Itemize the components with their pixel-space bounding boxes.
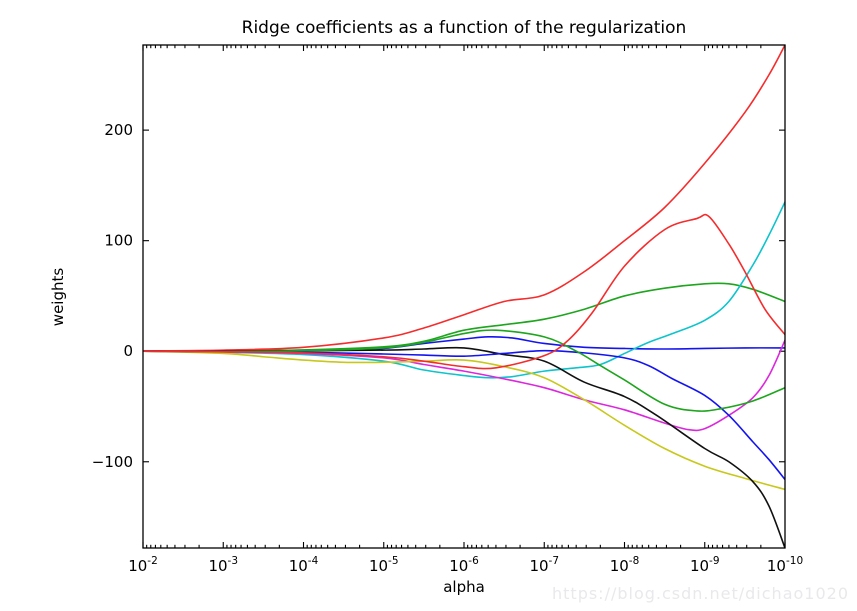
axes-layer: 10-2 10-3 10-4 10-5 10-6 10-7 10-8 10-9 10-10 −10… xyxy=(92,45,803,575)
chart-title: Ridge coefficients as a function of the … xyxy=(242,18,687,38)
plot-frame-layer xyxy=(142,44,786,549)
series-line-coef_6_black xyxy=(143,346,785,548)
x-tick-label: 10-10 xyxy=(767,555,803,575)
y-tick-label: 100 xyxy=(104,232,133,250)
y-tick-label: 0 xyxy=(123,342,133,360)
x-tick-label: 10-7 xyxy=(529,555,559,575)
series-line-coef_2_red xyxy=(143,45,785,352)
x-tick-label: 10-2 xyxy=(128,555,158,575)
x-tick-label: 10-6 xyxy=(449,555,479,575)
series-line-coef_5_yellow xyxy=(143,350,785,491)
series-line-coef_9_red xyxy=(143,213,785,370)
y-axis-label: weights xyxy=(49,268,67,327)
series-line-coef_7_blue xyxy=(143,349,785,481)
series-line-coef_3_cyan xyxy=(143,201,785,379)
plot-frame xyxy=(142,44,786,549)
x-tick-label: 10-5 xyxy=(369,555,399,575)
x-tick-label: 10-4 xyxy=(289,555,319,575)
series-line-coef_1_green xyxy=(143,282,785,353)
series-line-coef_8_green xyxy=(143,329,785,412)
x-axis-label: alpha xyxy=(443,578,485,596)
x-tick-label: 10-8 xyxy=(610,555,640,575)
y-tick-label: 200 xyxy=(104,121,133,139)
x-tick-label: 10-3 xyxy=(208,555,238,575)
y-tick-label: −100 xyxy=(92,453,133,471)
series-layer xyxy=(143,45,785,548)
watermark: https://blog.csdn.net/dichao1020 xyxy=(552,584,849,603)
x-tick-label: 10-9 xyxy=(690,555,720,575)
